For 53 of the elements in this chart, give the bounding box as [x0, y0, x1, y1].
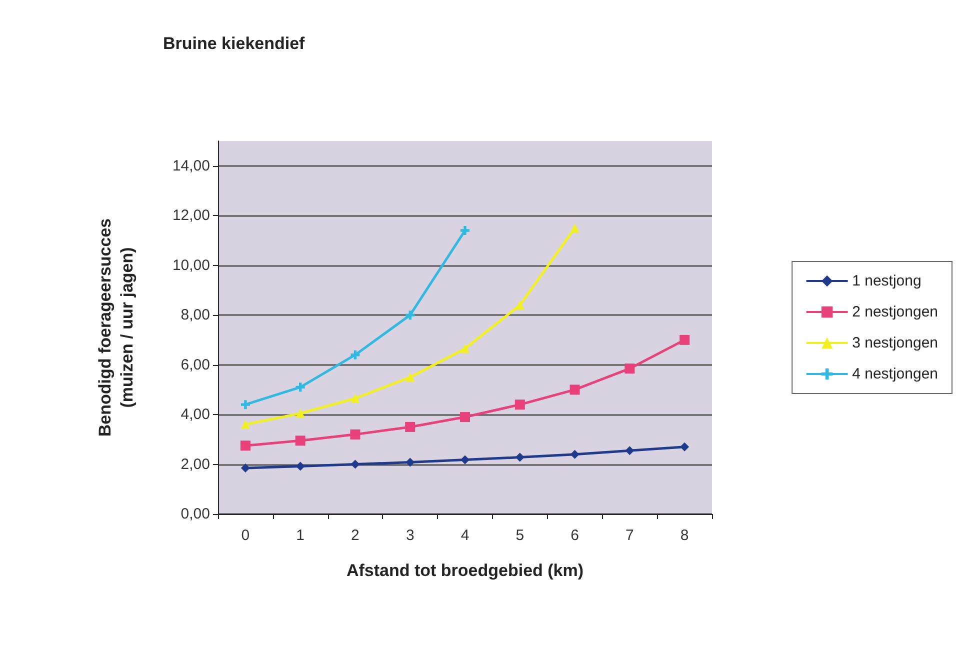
point: [460, 226, 470, 236]
x-tick-label: 4: [460, 527, 470, 544]
point: [624, 364, 635, 374]
point: [570, 450, 580, 459]
y-tick-label: 10,00: [172, 256, 210, 274]
point: [350, 429, 360, 440]
chart-title: Bruine kiekendief: [163, 34, 306, 53]
x-tick-label: 8: [680, 527, 689, 544]
point: [405, 422, 416, 432]
point: [515, 300, 524, 310]
point: [460, 344, 470, 354]
point: [515, 452, 524, 462]
point: [514, 400, 525, 410]
x-tick-label: 7: [625, 527, 634, 544]
point: [406, 458, 415, 467]
x-tick-label: 3: [406, 527, 414, 544]
point: [296, 408, 305, 418]
point: [570, 384, 580, 395]
point: [680, 334, 690, 345]
point: [240, 463, 250, 472]
point: [240, 420, 250, 429]
y-tick-label: 2,00: [180, 456, 210, 473]
y-tick-label: 0,00: [180, 506, 210, 522]
point: [350, 460, 360, 469]
y-tick-label: 14,00: [172, 157, 210, 174]
y-axis-title: Benodigd foerageersucces (muizen / uur jagen): [96, 218, 136, 437]
y-tick-label: 12,00: [172, 207, 210, 224]
point: [406, 310, 415, 320]
point: [295, 436, 306, 446]
legend-label: 2 nestjongen: [852, 304, 938, 320]
point: [460, 412, 470, 422]
x-tick-label: 1: [296, 527, 305, 544]
legend-label: 4 nestjongen: [852, 366, 938, 382]
legend-label: 3 nestjongen: [852, 334, 938, 352]
x-axis-title: Afstand tot broedgebied (km): [346, 561, 584, 580]
x-tick-label: 0: [241, 527, 250, 544]
y-tick-label: 4,00: [180, 406, 210, 424]
point: [680, 442, 690, 452]
point: [460, 455, 470, 464]
x-tick-label: 2: [351, 527, 360, 544]
x-tick-label: 5: [516, 527, 524, 544]
legend-label: 1 nestjong: [852, 272, 922, 290]
point: [625, 446, 634, 456]
point: [240, 440, 250, 451]
point: [570, 224, 580, 233]
point: [240, 400, 250, 410]
point: [350, 394, 360, 403]
x-tick-label: 6: [570, 527, 579, 544]
point: [296, 382, 305, 392]
y-tick-label: 6,00: [180, 356, 210, 374]
point: [350, 350, 360, 360]
y-tick-label: 8,00: [180, 306, 210, 324]
point: [406, 372, 415, 382]
